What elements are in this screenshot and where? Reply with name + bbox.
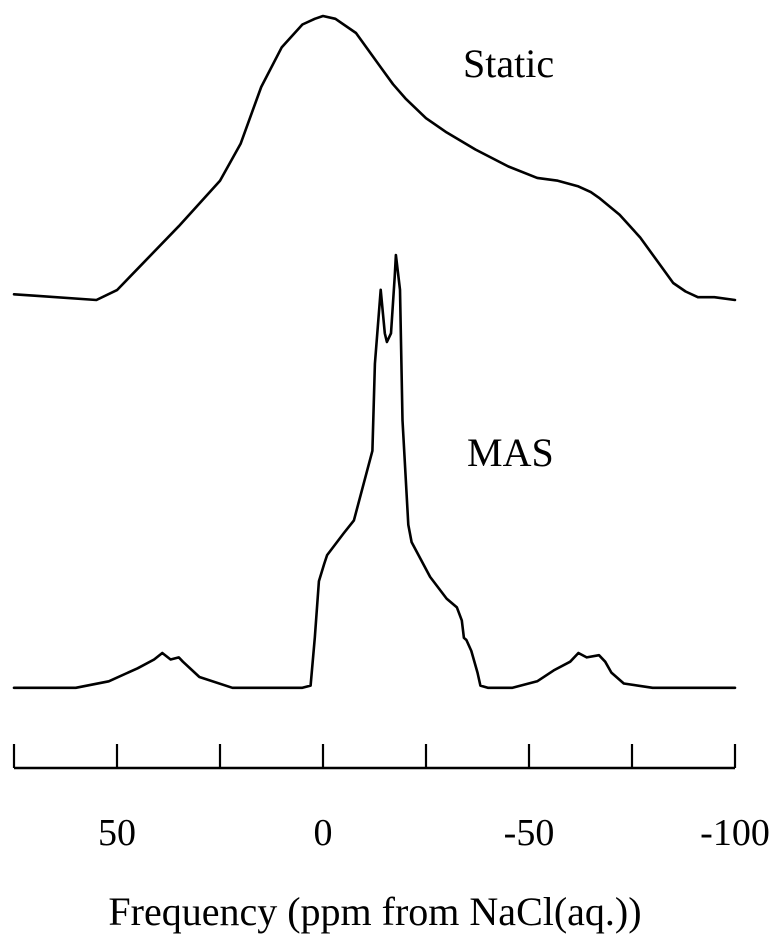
series-labels: Static MAS [463, 41, 554, 475]
x-tick-label: 0 [314, 812, 333, 854]
series-label-static: Static [463, 41, 554, 86]
series-line-mas [12, 253, 737, 690]
x-axis-ticks [12, 744, 737, 768]
x-axis: 50 0 -50 -100 [12, 744, 770, 854]
x-tick-label: 50 [98, 812, 136, 854]
x-tick-label: -100 [700, 812, 770, 854]
x-axis-tick-labels: 50 0 -50 -100 [98, 812, 770, 854]
x-axis-title: Frequency (ppm from NaCl(aq.)) [108, 889, 641, 934]
series-label-mas: MAS [467, 430, 554, 475]
x-tick-label: -50 [504, 812, 555, 854]
series-line-static [12, 14, 737, 302]
spectrum-traces [12, 14, 737, 690]
